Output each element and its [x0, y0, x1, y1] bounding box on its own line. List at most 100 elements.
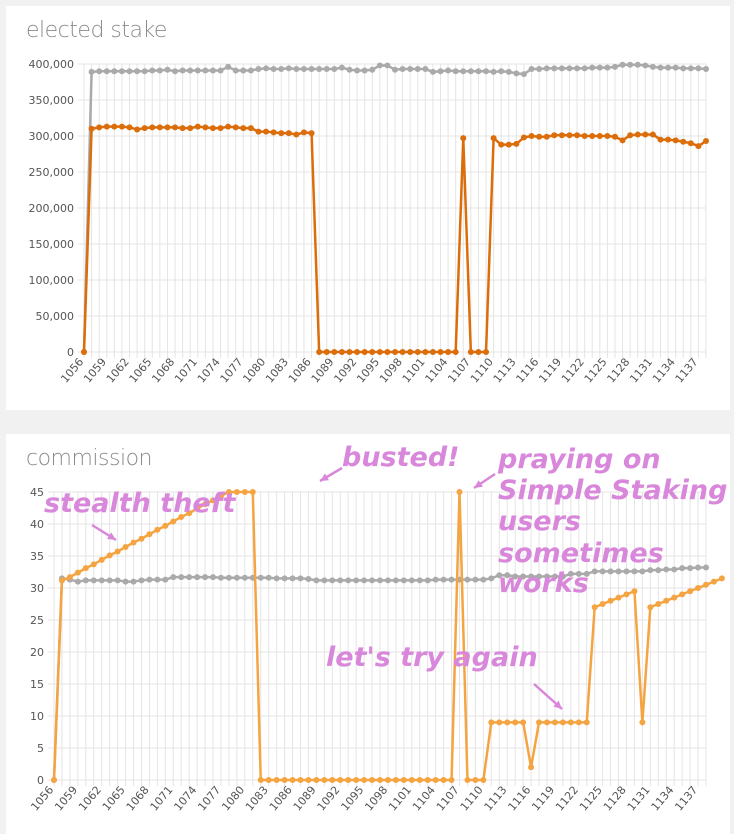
data-point	[400, 777, 407, 783]
data-point	[270, 66, 277, 73]
data-point	[285, 65, 292, 72]
annotation-text: let's try again	[326, 642, 538, 673]
x-tick-label: 1062	[104, 356, 132, 386]
data-point	[687, 565, 694, 572]
data-point	[679, 565, 686, 572]
data-point	[361, 777, 368, 783]
data-point	[464, 576, 471, 583]
data-point	[186, 510, 193, 517]
data-point	[217, 492, 224, 499]
x-tick-label: 1095	[354, 356, 382, 386]
data-point	[323, 66, 330, 73]
data-point	[281, 777, 288, 783]
data-point	[96, 68, 103, 75]
x-tick-label: 1110	[468, 356, 496, 386]
commission-chart: 0510152025303540451056105910621065106810…	[28, 442, 727, 814]
data-point	[392, 349, 398, 355]
data-point	[187, 67, 194, 74]
data-point	[647, 567, 654, 574]
data-point	[58, 577, 65, 584]
data-point	[416, 577, 423, 584]
x-tick-label: 1134	[650, 356, 678, 386]
data-point	[589, 64, 596, 71]
data-point	[90, 561, 97, 568]
data-point	[400, 577, 407, 584]
x-tick-label: 1098	[377, 356, 405, 386]
data-point	[639, 568, 646, 575]
data-point	[345, 777, 352, 783]
data-point	[369, 349, 376, 355]
data-point	[114, 577, 121, 584]
data-point	[665, 64, 672, 71]
data-point	[416, 777, 423, 783]
x-tick-label: 1062	[76, 784, 104, 814]
data-point	[308, 130, 315, 137]
data-point	[130, 539, 137, 546]
data-point	[583, 719, 590, 726]
data-point	[149, 67, 156, 74]
annotation-text: praying on	[497, 444, 661, 475]
data-point	[687, 588, 694, 595]
y-tick-label: 200,000	[29, 202, 75, 215]
data-point	[217, 67, 224, 74]
data-point	[440, 576, 447, 583]
data-point	[567, 570, 574, 577]
data-point	[194, 574, 201, 581]
data-point	[657, 136, 664, 143]
data-point	[81, 349, 87, 355]
data-point	[703, 138, 709, 145]
data-point	[376, 349, 383, 355]
x-tick-label: 1092	[331, 356, 359, 386]
data-point	[483, 349, 490, 355]
data-point	[74, 569, 81, 576]
data-point	[321, 777, 328, 783]
data-point	[627, 61, 634, 68]
data-point	[172, 68, 179, 75]
data-point	[513, 70, 520, 77]
data-point	[490, 135, 497, 142]
data-point	[558, 65, 565, 72]
data-point	[432, 576, 439, 583]
x-tick-label: 1056	[28, 784, 56, 814]
x-tick-label: 1056	[58, 356, 86, 386]
data-point	[273, 777, 280, 783]
data-point	[528, 764, 535, 771]
data-point	[512, 719, 519, 726]
data-point	[103, 123, 110, 130]
data-point	[247, 125, 254, 132]
data-point	[300, 129, 307, 136]
data-point	[202, 67, 209, 74]
data-point	[680, 138, 687, 145]
annotation-text: busted!	[342, 442, 459, 473]
data-point	[703, 581, 709, 588]
data-point	[543, 573, 550, 580]
data-point	[376, 62, 383, 69]
data-point	[270, 129, 277, 136]
x-tick-label: 1122	[553, 784, 581, 814]
data-point	[321, 577, 328, 584]
data-point	[51, 777, 57, 783]
grid	[78, 63, 707, 358]
data-point	[187, 125, 194, 132]
data-point	[528, 573, 535, 580]
data-point	[575, 570, 582, 577]
commission-panel: commission 0 5 10 15 20 25 30 35 40 45 1056 1059 106…	[6, 434, 730, 834]
y-tick-label: 300,000	[29, 130, 75, 143]
data-point	[126, 124, 133, 131]
x-tick-label: 1107	[434, 784, 462, 814]
data-point	[392, 777, 399, 783]
data-point	[179, 67, 186, 74]
data-point	[472, 576, 479, 583]
data-point	[149, 124, 156, 131]
data-point	[583, 570, 590, 577]
data-point	[591, 568, 598, 575]
data-point	[141, 68, 148, 75]
data-point	[631, 568, 638, 575]
data-point	[687, 140, 694, 147]
data-point	[642, 62, 649, 69]
data-point	[520, 71, 527, 78]
data-point	[642, 131, 649, 138]
data-point	[96, 124, 103, 131]
data-point	[331, 66, 338, 73]
data-point	[703, 66, 709, 73]
